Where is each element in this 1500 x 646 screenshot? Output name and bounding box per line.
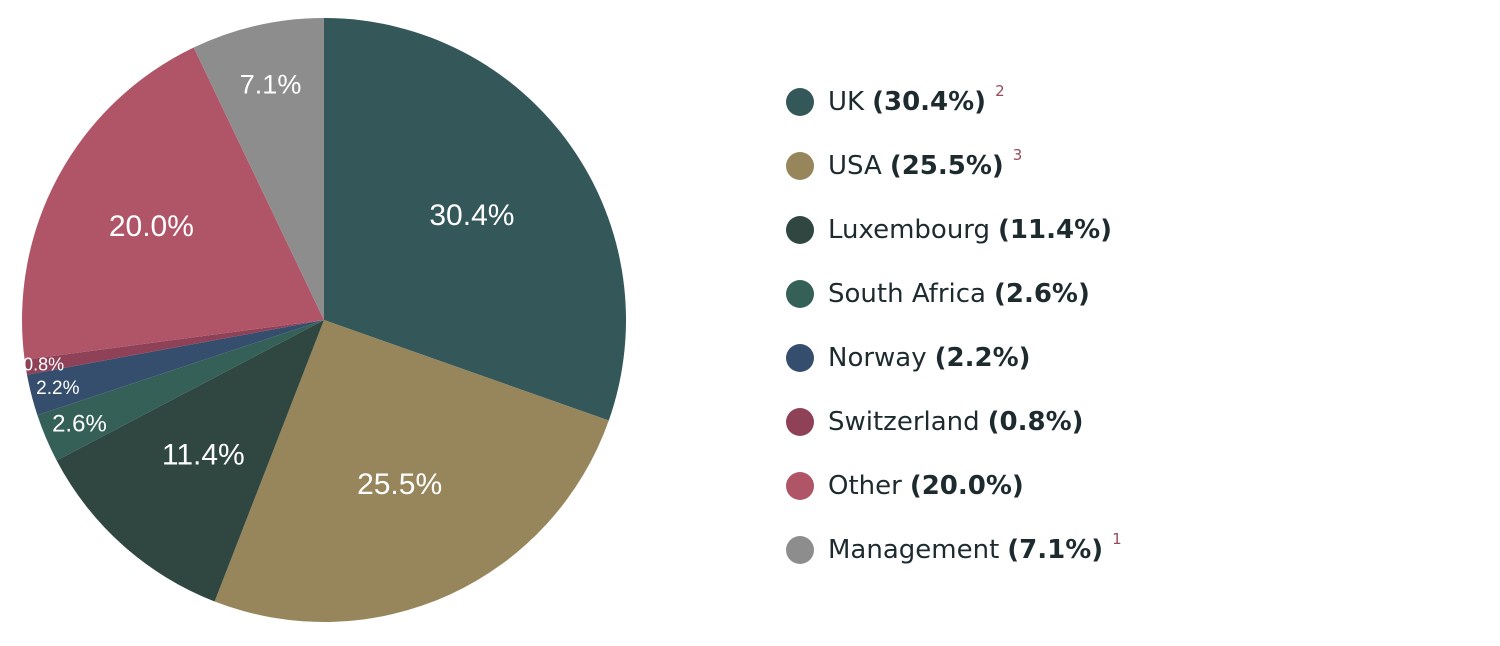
pie-slice-switzerland (24, 320, 325, 375)
pie-slice-luxembourg (56, 320, 324, 602)
legend-swatch-uk (786, 88, 814, 116)
pie-label-switzerland: 0.8% (23, 354, 64, 374)
legend-swatch-usa (786, 152, 814, 180)
legend-item-switzerland: Switzerland (0.8%) (786, 390, 1122, 454)
legend-item-norway: Norway (2.2%) (786, 326, 1122, 390)
pie-label-luxembourg: 11.4% (162, 439, 245, 472)
legend-percent-uk: (30.4%) (872, 87, 987, 117)
pie-chart: 30.4% 25.5% 11.4% 2.6% 2.2% 0.8% 20.0% 7.1% (22, 18, 626, 622)
legend-swatch-switzerland (786, 408, 814, 436)
pie-slice-usa (214, 320, 609, 622)
pie-label-uk: 30.4% (429, 199, 514, 232)
legend-item-usa: USA (25.5%) 3 (786, 134, 1122, 198)
legend-item-other: Other (20.0%) (786, 454, 1122, 518)
pie-label-norway: 2.2% (36, 378, 79, 399)
legend-percent-management: (7.1%) (1007, 535, 1104, 565)
legend-percent-norway: (2.2%) (934, 343, 1031, 373)
legend-swatch-luxembourg (786, 216, 814, 244)
legend-item-luxembourg: Luxembourg (11.4%) (786, 198, 1122, 262)
legend-name-management: Management (828, 535, 1000, 565)
legend-swatch-management (786, 536, 814, 564)
legend-name-uk: UK (828, 87, 865, 117)
legend-swatch-norway (786, 344, 814, 372)
legend-swatch-south-africa (786, 280, 814, 308)
legend-footnote-uk: 2 (995, 82, 1005, 100)
legend-name-luxembourg: Luxembourg (828, 215, 991, 245)
pie-label-usa: 25.5% (357, 468, 442, 501)
chart-legend: UK (30.4%) 2 USA (25.5%) 3 Luxembourg (11.4%) So… (786, 70, 1122, 582)
legend-name-south-africa: South Africa (828, 279, 986, 309)
legend-item-management: Management (7.1%) 1 (786, 518, 1122, 582)
pie-slice-other (22, 47, 325, 360)
legend-name-norway: Norway (828, 343, 927, 373)
pie-label-management: 7.1% (240, 69, 302, 99)
legend-item-uk: UK (30.4%) 2 (786, 70, 1122, 134)
legend-percent-switzerland: (0.8%) (987, 407, 1084, 437)
legend-swatch-other (786, 472, 814, 500)
legend-name-switzerland: Switzerland (828, 407, 980, 437)
pie-slice-norway (26, 320, 325, 416)
pie-label-other: 20.0% (109, 210, 194, 243)
pie-slice-management (193, 18, 324, 320)
legend-item-south-africa: South Africa (2.6%) (786, 262, 1122, 326)
legend-footnote-usa: 3 (1012, 146, 1023, 164)
pie-slice-south-africa (37, 320, 325, 461)
legend-percent-luxembourg: (11.4%) (998, 215, 1113, 245)
pie-slice-uk (324, 18, 626, 421)
legend-name-other: Other (828, 471, 902, 501)
legend-percent-south-africa: (2.6%) (993, 279, 1090, 309)
legend-percent-other: (20.0%) (909, 471, 1024, 501)
legend-percent-usa: (25.5%) (889, 151, 1004, 181)
pie-label-south-africa: 2.6% (52, 411, 107, 438)
legend-name-usa: USA (828, 151, 882, 181)
legend-footnote-management: 1 (1112, 530, 1122, 548)
